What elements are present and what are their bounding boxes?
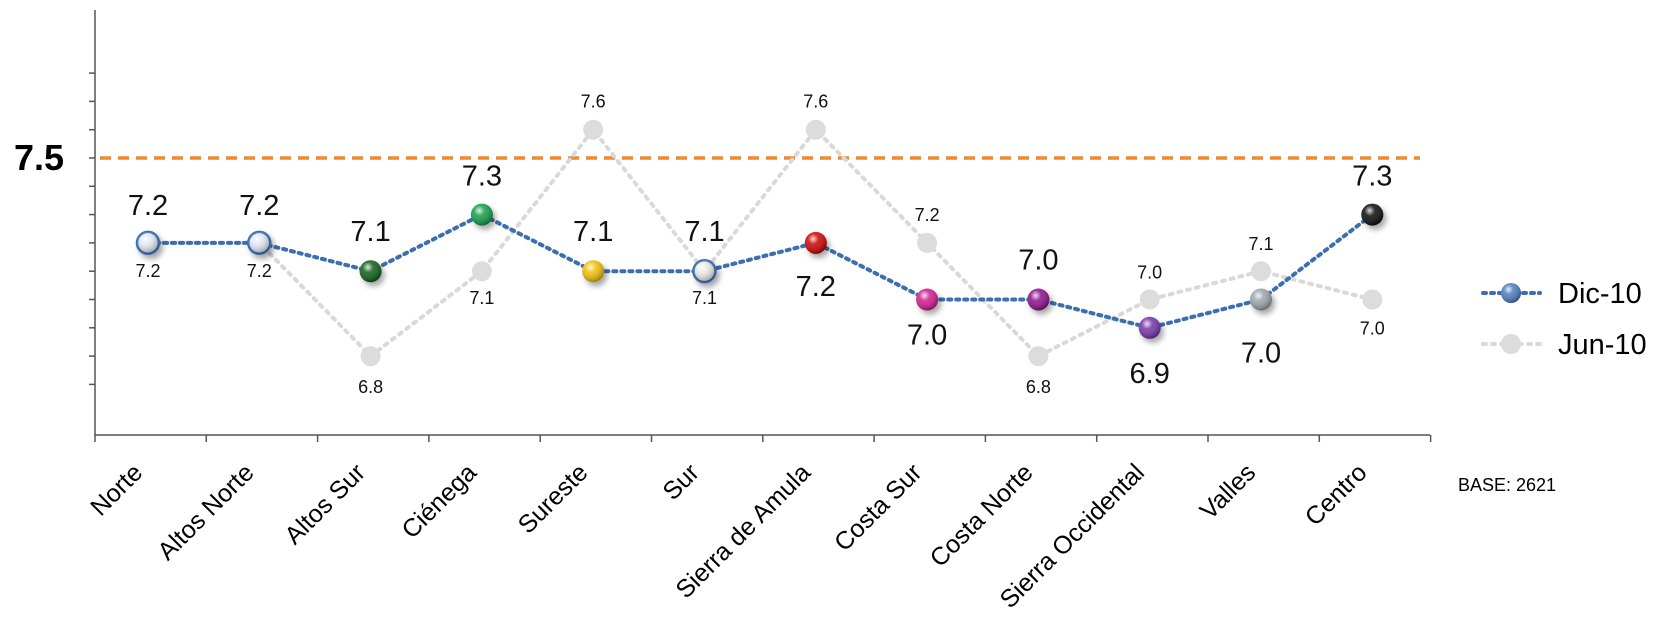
x-tick-label: Costa Norte [925, 458, 1039, 572]
data-label-jun-10: 7.2 [247, 261, 272, 281]
data-point-dic-10 [247, 230, 272, 256]
data-label-jun-10: 7.2 [135, 261, 160, 281]
x-tick-label: Sur [657, 458, 704, 505]
data-point-dic-10-gloss [137, 231, 159, 254]
legend: Dic-10 Jun-10 [1481, 278, 1647, 361]
data-point-dic-10 [135, 230, 161, 256]
data-point-dic-10-gloss [693, 260, 716, 283]
data-label-jun-10: 7.6 [581, 92, 606, 112]
data-point-jun-10 [1139, 289, 1160, 310]
legend-label: Dic-10 [1558, 278, 1642, 310]
data-point-dic-10 [804, 231, 827, 254]
data-label-jun-10: 6.8 [358, 377, 383, 397]
data-label-jun-10: 7.1 [692, 288, 717, 308]
x-tick-label: Ciénega [396, 458, 482, 544]
x-tick-label: Altos Norte [152, 458, 259, 565]
data-point-jun-10 [1362, 289, 1383, 310]
data-label-jun-10: 7.0 [1137, 263, 1162, 283]
data-point-dic-10-gloss [470, 203, 493, 226]
data-label-jun-10: 7.1 [469, 288, 494, 308]
data-point-jun-10 [805, 119, 826, 140]
x-tick-label: Sureste [513, 458, 594, 539]
data-label-jun-10: 7.6 [803, 92, 828, 112]
data-label-dic-10: 7.1 [573, 216, 613, 248]
data-point-dic-10 [359, 260, 382, 283]
data-point-dic-10-gloss [916, 288, 939, 311]
series-line-jun-10 [146, 126, 1375, 359]
data-label-dic-10: 7.2 [128, 190, 168, 222]
data-point-jun-10 [360, 346, 381, 367]
data-label-dic-10: 7.0 [1018, 245, 1058, 277]
legend-item: Dic-10 [1481, 278, 1642, 310]
data-point-dic-10-gloss [804, 231, 827, 254]
data-point-jun-10 [917, 232, 938, 253]
data-label-dic-10: 7.0 [1241, 338, 1281, 370]
data-label-jun-10: 7.0 [1360, 319, 1385, 339]
data-point-dic-10-gloss [1361, 203, 1384, 226]
data-point-jun-10 [583, 119, 604, 140]
data-point-dic-10-gloss [248, 231, 271, 254]
legend-item: Jun-10 [1481, 329, 1647, 361]
data-point-dic-10 [1138, 316, 1161, 339]
data-label-dic-10: 7.2 [796, 271, 836, 303]
data-point-dic-10 [692, 258, 717, 284]
data-label-dic-10: 7.1 [684, 216, 724, 248]
data-label-dic-10: 6.9 [1130, 358, 1170, 390]
data-point-dic-10-gloss [359, 260, 382, 283]
data-point-dic-10-gloss [1138, 316, 1161, 339]
data-point-dic-10 [916, 288, 939, 311]
data-point-dic-10 [582, 260, 605, 283]
data-label-dic-10: 7.2 [239, 190, 279, 222]
x-tick-label: Altos Sur [279, 458, 371, 550]
data-point-dic-10 [1027, 288, 1050, 311]
data-label-jun-10: 7.2 [915, 205, 940, 225]
reference-line-label: 7.5 [14, 137, 64, 178]
data-point-dic-10-gloss [582, 260, 605, 283]
data-point-dic-10 [470, 203, 493, 226]
x-tick-label: Norte [85, 458, 148, 521]
series-line-dic-10 [146, 212, 1375, 330]
legend-label: Jun-10 [1558, 329, 1647, 361]
data-label-jun-10: 6.8 [1026, 377, 1051, 397]
data-point-jun-10 [1251, 261, 1271, 282]
data-point-dic-10 [1361, 203, 1384, 226]
data-point-dic-10 [1250, 288, 1272, 311]
axes [89, 10, 1432, 442]
data-point-dic-10-gloss [1027, 288, 1050, 311]
x-tick-label: Centro [1300, 458, 1373, 531]
legend-swatch-gloss [1501, 283, 1521, 303]
data-label-dic-10: 7.1 [350, 216, 390, 248]
data-label-dic-10: 7.3 [1352, 161, 1392, 193]
data-label-dic-10: 7.0 [907, 320, 947, 352]
data-point-jun-10 [1028, 346, 1049, 367]
data-label-dic-10: 7.3 [462, 161, 502, 193]
base-note: BASE: 2621 [1458, 475, 1556, 495]
x-tick-label: Costa Sur [829, 458, 927, 556]
data-point-dic-10-gloss [1250, 288, 1272, 311]
data-label-jun-10: 7.1 [1248, 234, 1273, 254]
data-point-jun-10 [471, 261, 492, 282]
x-tick-label: Valles [1195, 458, 1262, 525]
legend-swatch-marker [1501, 334, 1521, 354]
